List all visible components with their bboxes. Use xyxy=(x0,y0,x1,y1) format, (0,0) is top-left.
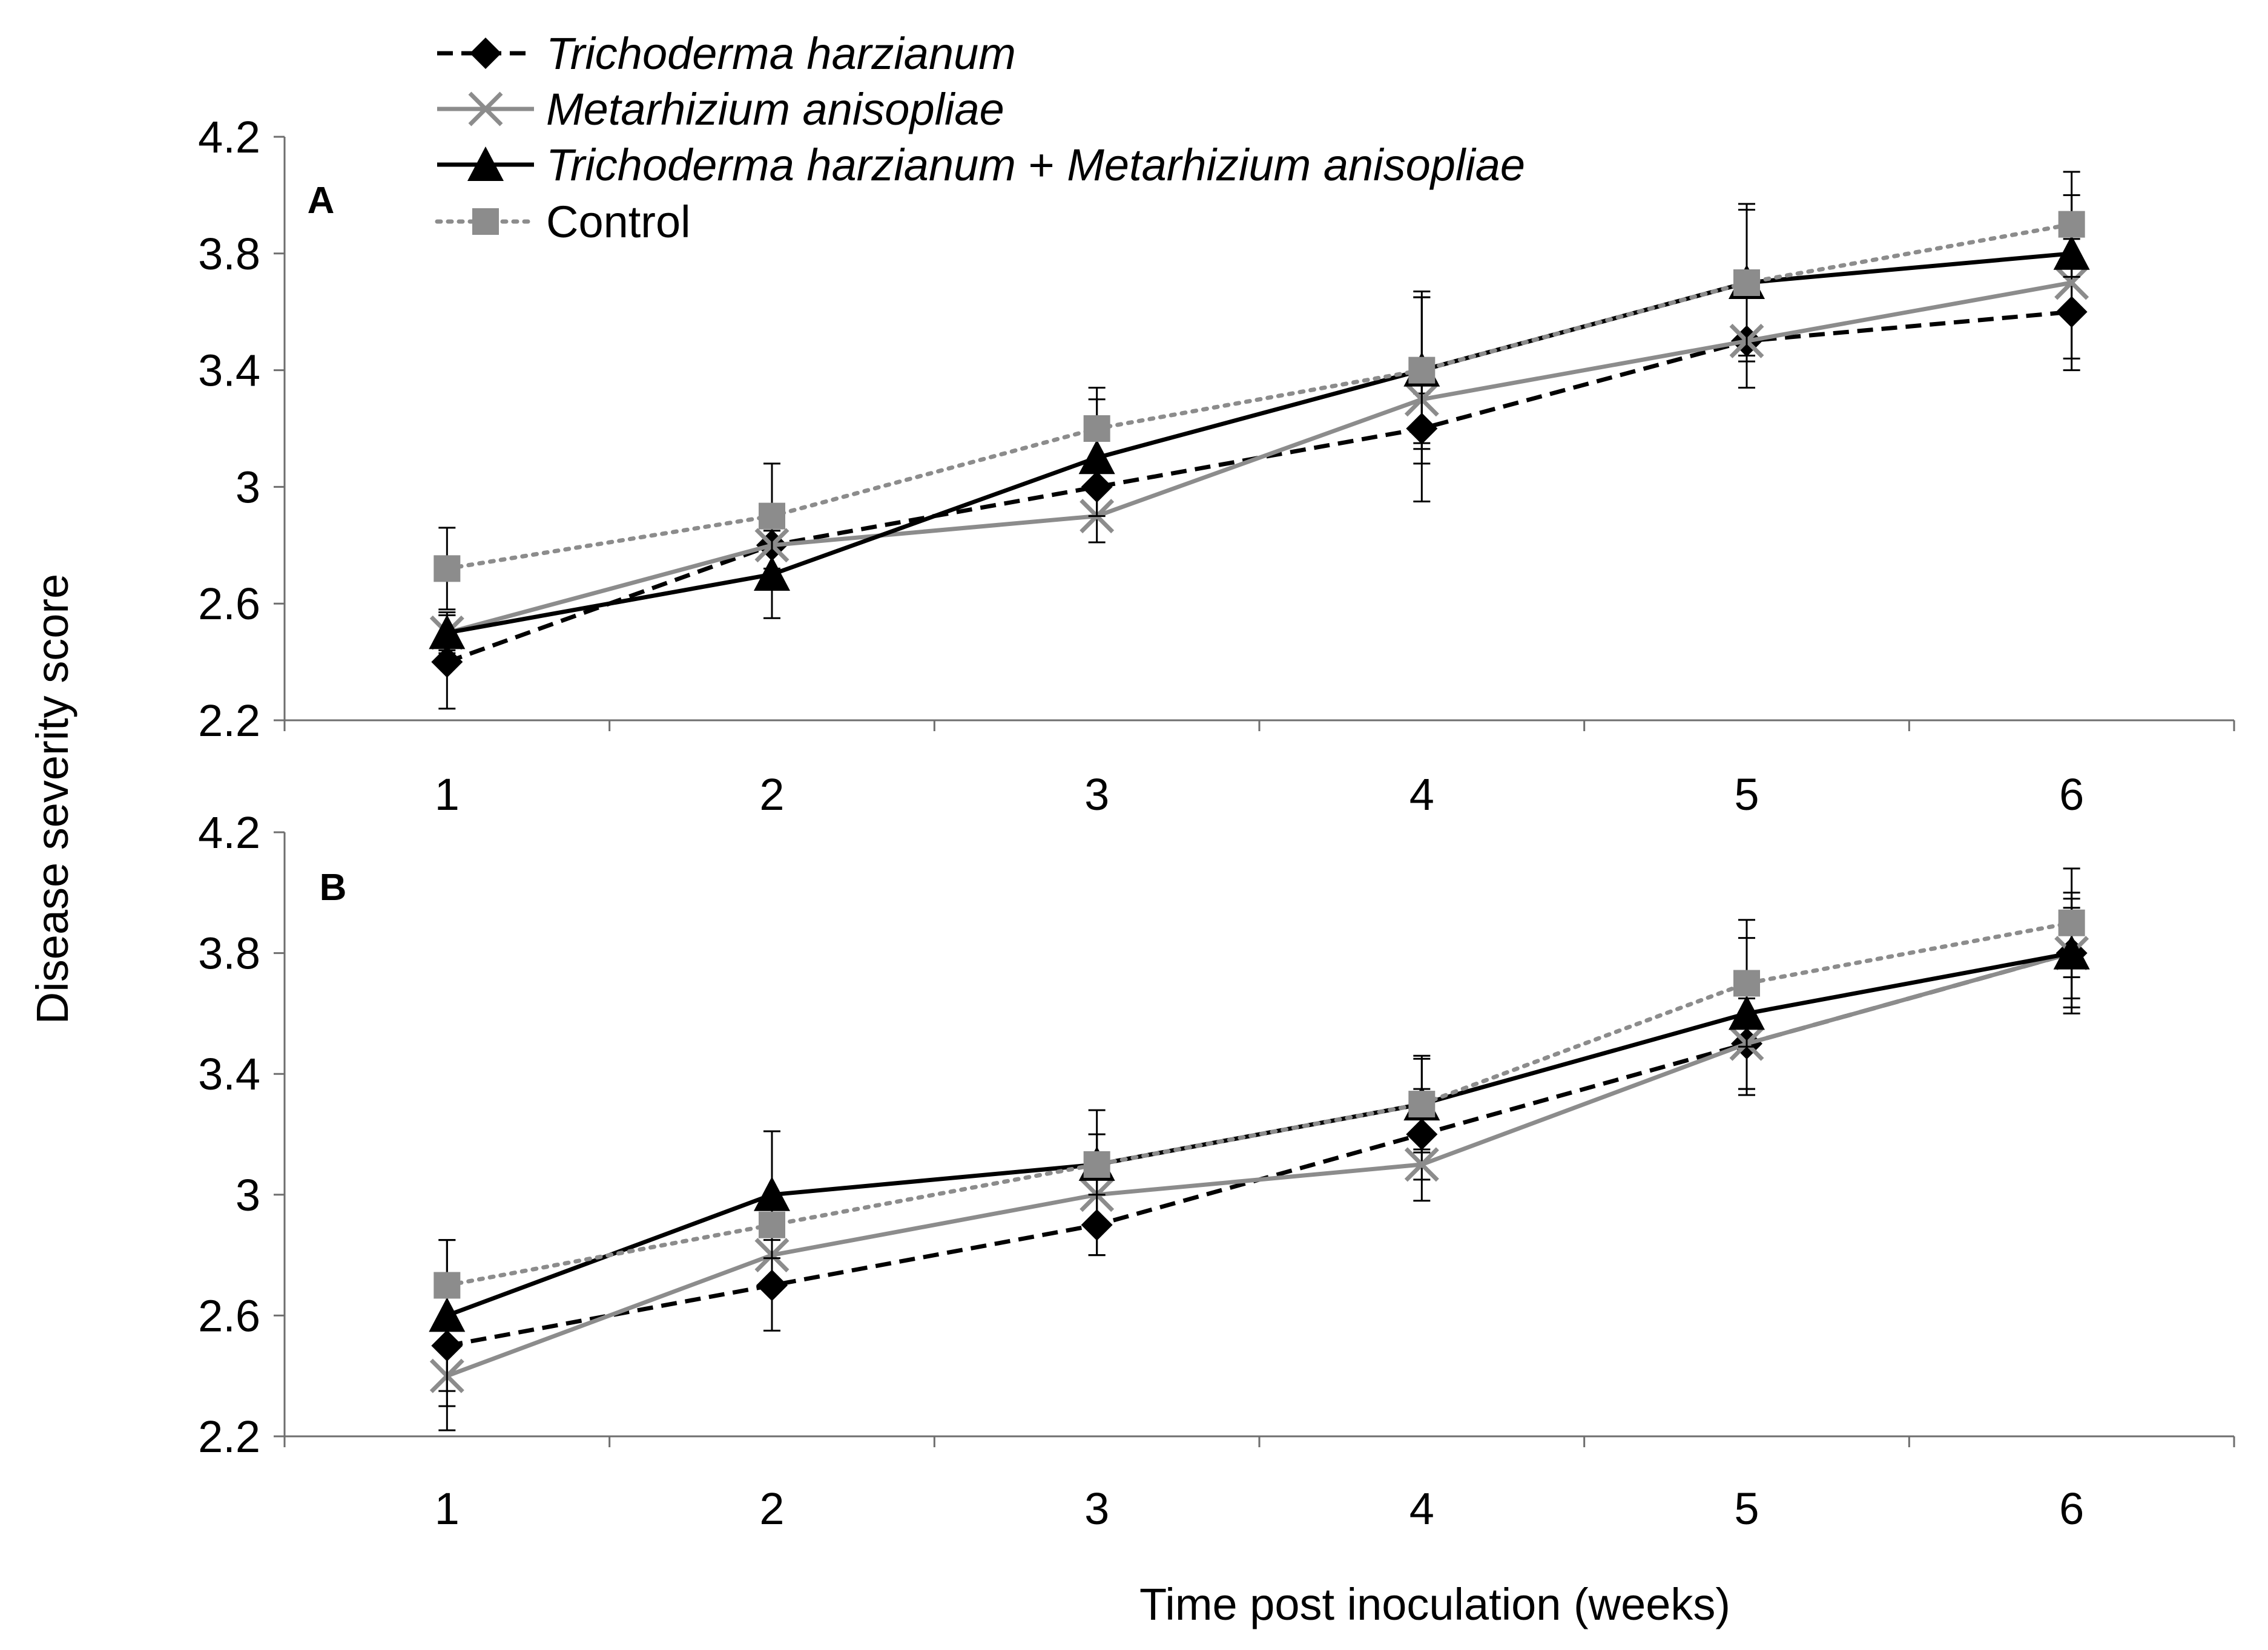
series-line xyxy=(444,222,2074,571)
legend-label-part: + xyxy=(1016,140,1067,190)
legend-item-3: Trichoderma harzianum + Metarhizium anis… xyxy=(437,140,1525,190)
series-2 xyxy=(429,194,2089,654)
x-tick-label: 4 xyxy=(1409,769,1434,820)
y-tick-label: 4.2 xyxy=(198,807,260,858)
x-tick-label: 2 xyxy=(759,769,784,820)
panel-b: 2.2 2.6 3 3.4 3.8 4.2 1 2 3 4 5 6 B xyxy=(198,807,2235,1534)
series-3 xyxy=(429,209,2090,651)
y-tick-label: 4.2 xyxy=(198,112,260,162)
panel-label: B xyxy=(320,867,347,909)
diamond-marker xyxy=(470,38,501,69)
series-4 xyxy=(433,171,2085,611)
x-tick-label: 3 xyxy=(1084,1484,1109,1534)
panel-a: 2.2 2.6 3 3.4 3.8 4.2 1 2 3 4 5 6 A xyxy=(198,112,2235,820)
x-axis-title: Time post inoculation (weeks) xyxy=(1139,1579,1730,1629)
square-marker xyxy=(1083,1151,1110,1178)
legend-item-1: Trichoderma harzianum xyxy=(437,28,1016,79)
square-marker xyxy=(433,1272,461,1299)
y-tick-label: 3.4 xyxy=(198,1049,260,1099)
square-marker xyxy=(1083,415,1110,442)
triangle-marker xyxy=(467,146,504,181)
y-tick-label: 2.6 xyxy=(198,579,260,629)
triangle-marker xyxy=(754,556,790,591)
x-tick-label: 6 xyxy=(2059,769,2084,820)
square-marker xyxy=(1408,357,1436,384)
x-tick-label: 5 xyxy=(1734,769,1759,820)
x-tick-label: 3 xyxy=(1084,769,1109,820)
y-tick-label: 3.8 xyxy=(198,229,260,279)
x-marker-stroke xyxy=(468,91,503,127)
square-marker xyxy=(433,555,461,582)
series-1 xyxy=(431,892,2088,1407)
series-1 xyxy=(431,264,2088,710)
y-tick-label: 2.2 xyxy=(198,1412,260,1462)
square-marker xyxy=(2058,909,2085,936)
legend-label-part: Metarhizium anisopliae xyxy=(1067,140,1525,190)
triangle-marker xyxy=(429,614,466,649)
y-tick-label: 3.4 xyxy=(198,346,260,396)
x-tick-label: 4 xyxy=(1409,1484,1434,1534)
square-marker xyxy=(1733,970,1760,997)
x-tick-label: 6 xyxy=(2059,1484,2084,1534)
square-marker xyxy=(759,1211,785,1238)
legend-label: Control xyxy=(546,197,691,247)
x-tick-label: 2 xyxy=(759,1484,784,1534)
series-line xyxy=(446,951,2072,1378)
legend-item-4: Control xyxy=(435,197,691,247)
series-4 xyxy=(433,867,2085,1332)
legend-item-2: Metarhizium anisopliae xyxy=(437,84,1004,134)
y-tick-label: 3.8 xyxy=(198,929,260,979)
series-line xyxy=(446,309,2072,664)
y-tick-label: 3 xyxy=(236,1170,260,1220)
y-tick-label: 2.2 xyxy=(198,695,260,746)
series-3 xyxy=(429,907,2090,1392)
y-tick-label: 2.6 xyxy=(198,1290,260,1341)
square-marker xyxy=(1408,1091,1436,1118)
square-marker xyxy=(2058,211,2085,238)
diamond-marker xyxy=(756,1269,788,1301)
legend-label: Metarhizium anisopliae xyxy=(546,84,1004,134)
square-marker xyxy=(759,502,785,530)
series-2 xyxy=(429,898,2089,1431)
series-line xyxy=(444,921,2074,1287)
legend-label: Trichoderma harzianum + Metarhizium anis… xyxy=(546,140,1525,190)
panel-label: A xyxy=(308,180,335,222)
x-tick-label: 1 xyxy=(435,769,460,820)
series-line xyxy=(446,251,2072,635)
legend-label: Trichoderma harzianum xyxy=(546,28,1016,79)
x-tick-label: 5 xyxy=(1734,1484,1759,1534)
x-tick-label: 1 xyxy=(435,1484,460,1534)
x-marker-stroke xyxy=(1404,1147,1439,1182)
y-tick-label: 3 xyxy=(236,462,260,512)
legend-label-part: Trichoderma harzianum xyxy=(546,140,1016,190)
y-axis-title: Disease severity score xyxy=(27,574,77,1024)
triangle-marker xyxy=(754,1176,790,1211)
panels-layer: 2.2 2.6 3 3.4 3.8 4.2 1 2 3 4 5 6 A 2.2 2.6 3 3.4 3.8 4.2 1… xyxy=(198,112,2235,1534)
series-line xyxy=(446,280,2072,635)
square-marker xyxy=(1733,269,1760,296)
square-marker xyxy=(472,208,499,235)
x-marker-stroke xyxy=(2054,265,2089,300)
